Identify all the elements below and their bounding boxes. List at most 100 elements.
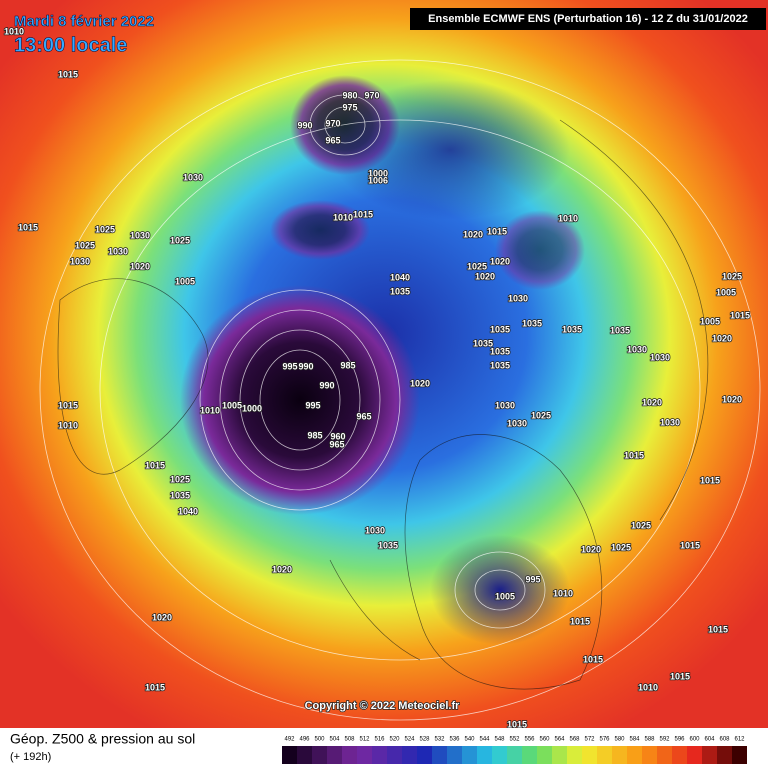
scale-swatch <box>492 746 507 764</box>
scale-label: 584 <box>629 737 640 743</box>
scale-swatch <box>387 746 402 764</box>
pressure-label: 1005 <box>700 316 720 326</box>
pressure-label: 1035 <box>522 318 542 328</box>
scale-label: 496 <box>299 737 310 743</box>
coastlines <box>57 119 709 690</box>
scale-swatch <box>462 746 477 764</box>
pressure-label: 1030 <box>183 172 203 182</box>
scale-label: 608 <box>719 737 730 743</box>
pressure-label: 990 <box>319 380 334 390</box>
scale-label: 512 <box>359 737 370 743</box>
pressure-label: 1005 <box>222 400 242 410</box>
run-info: Ensemble ECMWF ENS (Perturbation 16) - 1… <box>428 13 748 25</box>
scale-swatch <box>327 746 342 764</box>
pressure-label: 1005 <box>495 591 515 601</box>
pressure-label: 965 <box>329 439 344 449</box>
scale-label: 576 <box>599 737 610 743</box>
pressure-label: 1025 <box>531 410 551 420</box>
pressure-label: 995 <box>282 361 297 371</box>
scale-label: 520 <box>389 737 400 743</box>
scale-label: 592 <box>659 737 670 743</box>
pressure-label: 1025 <box>170 474 190 484</box>
scale-swatch <box>537 746 552 764</box>
pressure-label: 1010 <box>333 212 353 222</box>
pressure-label: 1005 <box>175 276 195 286</box>
pressure-label: 1020 <box>152 612 172 622</box>
pressure-label: 1015 <box>680 540 700 550</box>
pressure-label: 1030 <box>70 256 90 266</box>
pressure-label: 1000 <box>368 168 388 178</box>
scale-label: 508 <box>344 737 355 743</box>
pressure-label: 1020 <box>130 261 150 271</box>
pressure-label: 1015 <box>145 682 165 692</box>
scale-label: 564 <box>554 737 565 743</box>
pressure-label: 1030 <box>108 246 128 256</box>
pressure-label: 1020 <box>410 378 430 388</box>
pressure-label: 1025 <box>611 542 631 552</box>
pressure-label: 1015 <box>624 450 644 460</box>
pressure-label: 1020 <box>490 256 510 266</box>
pressure-label: 995 <box>525 574 540 584</box>
scale-swatch <box>597 746 612 764</box>
scale-swatch <box>702 746 717 764</box>
pressure-label: 1010 <box>553 588 573 598</box>
pressure-label: 995 <box>305 400 320 410</box>
pressure-label: 1015 <box>145 460 165 470</box>
pressure-label: 1030 <box>627 344 647 354</box>
scale-label: 548 <box>494 737 505 743</box>
pressure-label: 1015 <box>570 616 590 626</box>
pressure-label: 990 <box>298 361 313 371</box>
scale-swatch <box>552 746 567 764</box>
scale-swatch <box>297 746 312 764</box>
pressure-label: 1035 <box>378 540 398 550</box>
pressure-label: 1035 <box>490 346 510 356</box>
pressure-label: 1015 <box>670 671 690 681</box>
pressure-label: 1035 <box>473 338 493 348</box>
pressure-label: 1035 <box>490 360 510 370</box>
scale-label: 544 <box>479 737 490 743</box>
scale-swatch <box>432 746 447 764</box>
scale-swatch <box>642 746 657 764</box>
scale-swatch <box>312 746 327 764</box>
scale-swatch <box>522 746 537 764</box>
scale-swatch <box>417 746 432 764</box>
scale-swatch <box>507 746 522 764</box>
pressure-label: 1000 <box>242 403 262 413</box>
scale-swatch <box>627 746 642 764</box>
pressure-label: 1015 <box>18 222 38 232</box>
pressure-label: 1035 <box>562 324 582 334</box>
scale-label: 612 <box>734 737 745 743</box>
scale-swatch <box>687 746 702 764</box>
pressure-label: 1015 <box>58 400 78 410</box>
pressure-label: 965 <box>356 411 371 421</box>
forecast-time: 13:00 locale <box>14 34 127 56</box>
pressure-label: 1020 <box>463 229 483 239</box>
scale-swatch <box>582 746 597 764</box>
pressure-label: 985 <box>307 430 322 440</box>
pressure-label: 1015 <box>507 719 527 729</box>
pressure-label: 1025 <box>631 520 651 530</box>
pressure-label: 1035 <box>610 325 630 335</box>
scale-label: 540 <box>464 737 475 743</box>
scale-label: 580 <box>614 737 625 743</box>
scale-label: 532 <box>434 737 445 743</box>
scale-label: 604 <box>704 737 715 743</box>
scale-label: 588 <box>644 737 655 743</box>
pressure-label: 1040 <box>178 506 198 516</box>
scale-swatch <box>477 746 492 764</box>
forecast-date: Mardi 8 février 2022 <box>14 13 154 30</box>
pressure-label: 1030 <box>650 352 670 362</box>
scale-swatch <box>447 746 462 764</box>
pressure-label: 1025 <box>95 224 115 234</box>
scale-swatch <box>672 746 687 764</box>
pressure-label: 1020 <box>581 544 601 554</box>
lead-time: (+ 192h) <box>10 751 51 763</box>
pressure-label: 1040 <box>390 272 410 282</box>
scale-swatch <box>717 746 732 764</box>
low-pressure-area <box>330 80 570 220</box>
pressure-label: 1010 <box>558 213 578 223</box>
isobars <box>39 59 761 721</box>
color-scale: 492 496 500 504 508 512 516 520 524 528 532 536 540 5… <box>282 737 747 764</box>
